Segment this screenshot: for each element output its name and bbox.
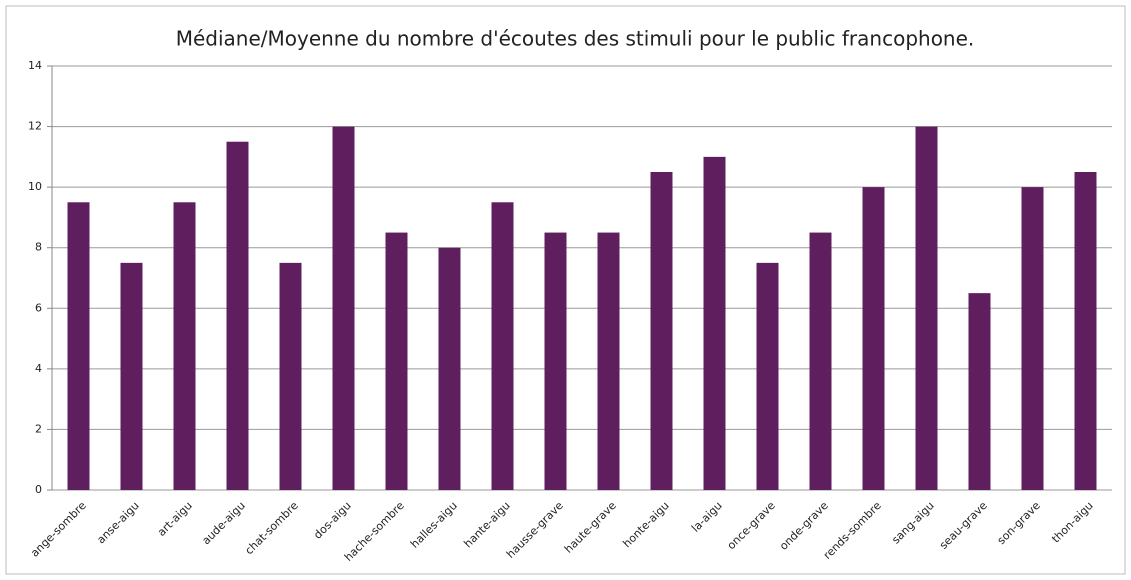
bar	[544, 232, 567, 491]
bar	[597, 232, 620, 491]
bar	[67, 202, 90, 491]
bar	[1074, 172, 1097, 490]
bar	[226, 141, 249, 490]
bar	[1021, 187, 1044, 490]
bar	[120, 262, 143, 490]
y-tick-label: 6	[35, 301, 42, 314]
bar	[173, 202, 196, 491]
bar	[650, 172, 673, 490]
y-tick-label: 4	[35, 362, 42, 375]
y-tick-label: 2	[35, 422, 42, 435]
bar	[279, 262, 302, 490]
bar	[703, 156, 726, 490]
bar	[968, 293, 991, 490]
y-tick-label: 12	[28, 120, 42, 133]
bar	[438, 247, 461, 490]
bar	[385, 232, 408, 491]
bar	[491, 202, 514, 491]
bar	[756, 262, 779, 490]
y-tick-label: 0	[35, 483, 42, 496]
bar	[862, 187, 885, 490]
y-tick-label: 8	[35, 241, 42, 254]
bar	[332, 126, 355, 491]
chart-title: Médiane/Moyenne du nombre d'écoutes des …	[176, 27, 975, 51]
y-tick-label: 10	[28, 180, 42, 193]
bar	[915, 126, 938, 491]
y-tick-label: 14	[28, 59, 42, 72]
bar	[809, 232, 832, 491]
